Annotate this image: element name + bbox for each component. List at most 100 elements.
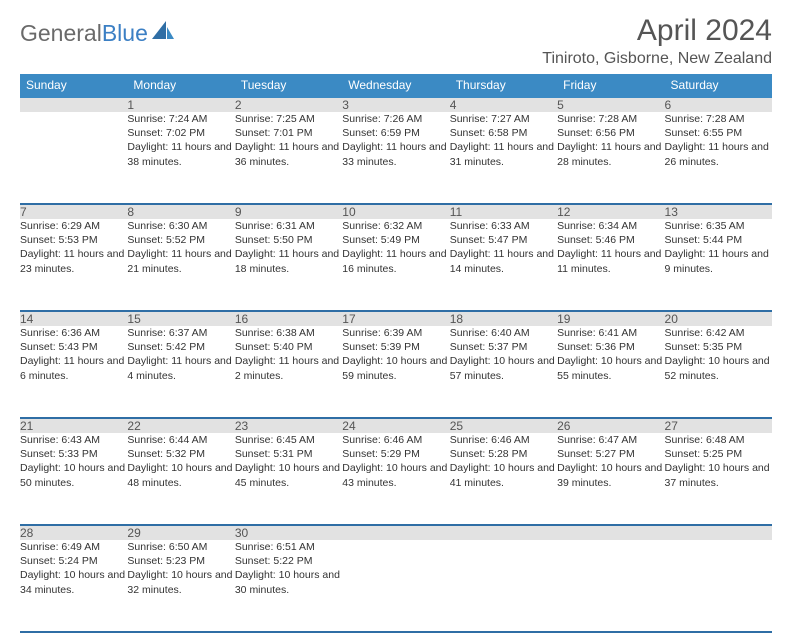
daylight-text: Daylight: 11 hours and 9 minutes. xyxy=(665,247,772,275)
day-number: 7 xyxy=(20,204,127,219)
day-number: 12 xyxy=(557,204,664,219)
day-number: 13 xyxy=(665,204,772,219)
sunrise-text: Sunrise: 6:39 AM xyxy=(342,326,449,340)
sunrise-text: Sunrise: 6:32 AM xyxy=(342,219,449,233)
sunrise-text: Sunrise: 6:46 AM xyxy=(450,433,557,447)
day-cell: Sunrise: 6:33 AMSunset: 5:47 PMDaylight:… xyxy=(450,219,557,311)
day-cell: Sunrise: 7:27 AMSunset: 6:58 PMDaylight:… xyxy=(450,112,557,204)
day-number-row: 282930 xyxy=(20,525,772,540)
sunrise-text: Sunrise: 6:50 AM xyxy=(127,540,234,554)
sunrise-text: Sunrise: 6:31 AM xyxy=(235,219,342,233)
day-number-row: 21222324252627 xyxy=(20,418,772,433)
day-number xyxy=(342,525,449,540)
daylight-text: Daylight: 10 hours and 48 minutes. xyxy=(127,461,234,489)
day-header-row: Sunday Monday Tuesday Wednesday Thursday… xyxy=(20,74,772,97)
brand-part2: Blue xyxy=(102,20,148,47)
day-cell: Sunrise: 6:30 AMSunset: 5:52 PMDaylight:… xyxy=(127,219,234,311)
day-number: 5 xyxy=(557,97,664,112)
day-data-row: Sunrise: 6:29 AMSunset: 5:53 PMDaylight:… xyxy=(20,219,772,311)
day-cell: Sunrise: 6:51 AMSunset: 5:22 PMDaylight:… xyxy=(235,540,342,632)
sunrise-text: Sunrise: 6:48 AM xyxy=(665,433,772,447)
day-cell: Sunrise: 6:31 AMSunset: 5:50 PMDaylight:… xyxy=(235,219,342,311)
day-cell: Sunrise: 6:47 AMSunset: 5:27 PMDaylight:… xyxy=(557,433,664,525)
sunrise-text: Sunrise: 6:46 AM xyxy=(342,433,449,447)
daylight-text: Daylight: 11 hours and 38 minutes. xyxy=(127,140,234,168)
day-number: 18 xyxy=(450,311,557,326)
day-cell: Sunrise: 6:49 AMSunset: 5:24 PMDaylight:… xyxy=(20,540,127,632)
day-cell: Sunrise: 6:32 AMSunset: 5:49 PMDaylight:… xyxy=(342,219,449,311)
sunset-text: Sunset: 5:44 PM xyxy=(665,233,772,247)
calendar-page: GeneralBlue April 2024 Tiniroto, Gisborn… xyxy=(0,0,792,643)
daylight-text: Daylight: 11 hours and 18 minutes. xyxy=(235,247,342,275)
sunrise-text: Sunrise: 6:40 AM xyxy=(450,326,557,340)
day-number: 4 xyxy=(450,97,557,112)
day-number xyxy=(665,525,772,540)
day-number-row: 123456 xyxy=(20,97,772,112)
day-cell: Sunrise: 6:48 AMSunset: 5:25 PMDaylight:… xyxy=(665,433,772,525)
header: GeneralBlue April 2024 Tiniroto, Gisborn… xyxy=(20,14,772,68)
daylight-text: Daylight: 11 hours and 14 minutes. xyxy=(450,247,557,275)
day-header: Tuesday xyxy=(235,74,342,97)
daylight-text: Daylight: 11 hours and 23 minutes. xyxy=(20,247,127,275)
day-number: 26 xyxy=(557,418,664,433)
day-number: 15 xyxy=(127,311,234,326)
day-cell: Sunrise: 6:37 AMSunset: 5:42 PMDaylight:… xyxy=(127,326,234,418)
sunset-text: Sunset: 5:37 PM xyxy=(450,340,557,354)
title-block: April 2024 Tiniroto, Gisborne, New Zeala… xyxy=(542,14,772,68)
day-cell: Sunrise: 6:34 AMSunset: 5:46 PMDaylight:… xyxy=(557,219,664,311)
day-cell: Sunrise: 7:24 AMSunset: 7:02 PMDaylight:… xyxy=(127,112,234,204)
daylight-text: Daylight: 10 hours and 37 minutes. xyxy=(665,461,772,489)
day-cell: Sunrise: 6:44 AMSunset: 5:32 PMDaylight:… xyxy=(127,433,234,525)
sunrise-text: Sunrise: 7:27 AM xyxy=(450,112,557,126)
day-data-row: Sunrise: 7:24 AMSunset: 7:02 PMDaylight:… xyxy=(20,112,772,204)
sunset-text: Sunset: 6:58 PM xyxy=(450,126,557,140)
sunset-text: Sunset: 6:55 PM xyxy=(665,126,772,140)
daylight-text: Daylight: 11 hours and 2 minutes. xyxy=(235,354,342,382)
day-number: 20 xyxy=(665,311,772,326)
sunset-text: Sunset: 5:43 PM xyxy=(20,340,127,354)
sunrise-text: Sunrise: 6:30 AM xyxy=(127,219,234,233)
daylight-text: Daylight: 10 hours and 30 minutes. xyxy=(235,568,342,596)
daylight-text: Daylight: 10 hours and 34 minutes. xyxy=(20,568,127,596)
day-data-row: Sunrise: 6:36 AMSunset: 5:43 PMDaylight:… xyxy=(20,326,772,418)
daylight-text: Daylight: 11 hours and 16 minutes. xyxy=(342,247,449,275)
sunrise-text: Sunrise: 7:28 AM xyxy=(557,112,664,126)
sunrise-text: Sunrise: 6:35 AM xyxy=(665,219,772,233)
sunset-text: Sunset: 5:23 PM xyxy=(127,554,234,568)
day-number: 19 xyxy=(557,311,664,326)
day-header: Sunday xyxy=(20,74,127,97)
sunset-text: Sunset: 5:49 PM xyxy=(342,233,449,247)
day-header: Friday xyxy=(557,74,664,97)
day-number: 21 xyxy=(20,418,127,433)
location: Tiniroto, Gisborne, New Zealand xyxy=(542,50,772,68)
sunrise-text: Sunrise: 6:45 AM xyxy=(235,433,342,447)
day-number: 28 xyxy=(20,525,127,540)
sunrise-text: Sunrise: 7:24 AM xyxy=(127,112,234,126)
sunset-text: Sunset: 5:52 PM xyxy=(127,233,234,247)
sunrise-text: Sunrise: 6:44 AM xyxy=(127,433,234,447)
sunrise-text: Sunrise: 6:38 AM xyxy=(235,326,342,340)
day-cell: Sunrise: 6:50 AMSunset: 5:23 PMDaylight:… xyxy=(127,540,234,632)
sunset-text: Sunset: 6:59 PM xyxy=(342,126,449,140)
sunrise-text: Sunrise: 6:47 AM xyxy=(557,433,664,447)
day-cell: Sunrise: 6:38 AMSunset: 5:40 PMDaylight:… xyxy=(235,326,342,418)
day-number: 27 xyxy=(665,418,772,433)
day-cell: Sunrise: 7:25 AMSunset: 7:01 PMDaylight:… xyxy=(235,112,342,204)
day-cell: Sunrise: 7:28 AMSunset: 6:55 PMDaylight:… xyxy=(665,112,772,204)
day-cell: Sunrise: 6:39 AMSunset: 5:39 PMDaylight:… xyxy=(342,326,449,418)
day-cell: Sunrise: 7:26 AMSunset: 6:59 PMDaylight:… xyxy=(342,112,449,204)
day-cell: Sunrise: 6:42 AMSunset: 5:35 PMDaylight:… xyxy=(665,326,772,418)
day-number: 10 xyxy=(342,204,449,219)
sunset-text: Sunset: 5:53 PM xyxy=(20,233,127,247)
sunrise-text: Sunrise: 6:51 AM xyxy=(235,540,342,554)
day-number: 24 xyxy=(342,418,449,433)
sunset-text: Sunset: 6:56 PM xyxy=(557,126,664,140)
daylight-text: Daylight: 10 hours and 45 minutes. xyxy=(235,461,342,489)
day-cell: Sunrise: 6:41 AMSunset: 5:36 PMDaylight:… xyxy=(557,326,664,418)
day-cell xyxy=(665,540,772,632)
sail-icon xyxy=(152,20,174,47)
day-number: 29 xyxy=(127,525,234,540)
day-number: 14 xyxy=(20,311,127,326)
sunrise-text: Sunrise: 6:29 AM xyxy=(20,219,127,233)
sunrise-text: Sunrise: 7:26 AM xyxy=(342,112,449,126)
